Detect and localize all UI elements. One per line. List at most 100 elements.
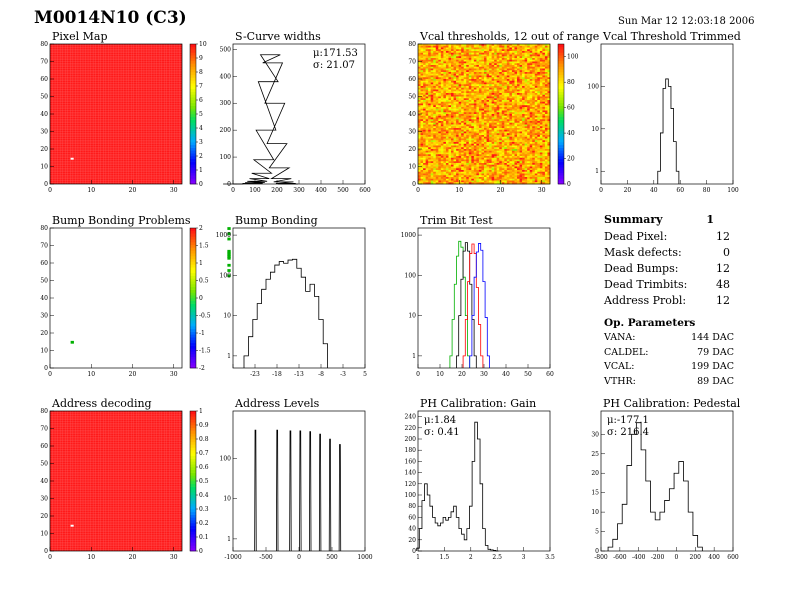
heatmap-cell — [486, 163, 490, 166]
heatmap-cell — [532, 117, 536, 120]
heatmap-cell — [501, 166, 505, 169]
heatmap-cell — [423, 166, 426, 169]
heatmap-cell — [420, 86, 424, 89]
heatmap-cell — [458, 177, 462, 180]
heatmap-cell — [514, 108, 518, 111]
heatmap-cell — [509, 152, 513, 155]
heatmap-cell — [542, 58, 546, 61]
heatmap-cell — [489, 96, 492, 99]
heatmap-cell — [420, 143, 424, 146]
heatmap-cell — [451, 133, 454, 136]
heatmap-cell — [425, 94, 429, 97]
heatmap-cell — [547, 114, 551, 117]
heatmap-cell — [463, 110, 467, 113]
heatmap-cell — [504, 154, 508, 157]
heatmap-cell — [509, 108, 513, 111]
heatmap-cell — [532, 119, 536, 122]
heatmap-cell — [509, 52, 513, 55]
heatmap-cell — [451, 138, 454, 141]
heatmap-cell — [489, 178, 492, 181]
heatmap-cell — [532, 140, 536, 143]
heatmap-cell — [511, 121, 515, 124]
heatmap-cell — [476, 182, 480, 185]
heatmap-cell — [504, 112, 508, 115]
heatmap-cell — [506, 131, 510, 134]
heatmap-cell — [453, 135, 457, 138]
heatmap-cell — [537, 133, 541, 136]
palette-band — [558, 69, 564, 73]
heatmap-cell — [466, 159, 470, 162]
heatmap-cell — [478, 171, 482, 174]
heatmap-cell — [478, 178, 482, 181]
heatmap-cell — [522, 72, 525, 75]
heatmap-cell — [517, 166, 520, 169]
heatmap-cell — [544, 91, 548, 94]
heatmap-cell — [433, 80, 437, 83]
heatmap-cell — [423, 182, 426, 185]
heatmap-cell — [448, 79, 452, 82]
heatmap-cell — [423, 168, 426, 171]
heatmap-cell — [453, 107, 457, 110]
heatmap-cell — [511, 96, 515, 99]
heatmap-cell — [547, 100, 551, 103]
heatmap-cell — [537, 177, 541, 180]
heatmap-cell — [514, 161, 518, 164]
heatmap-cell — [451, 56, 454, 59]
heatmap-cell — [433, 168, 437, 171]
heatmap-cell — [527, 51, 530, 54]
heatmap-cell — [506, 70, 510, 73]
heatmap-cell — [529, 131, 533, 134]
heatmap-cell — [438, 143, 442, 146]
heatmap-cell — [504, 182, 508, 185]
heatmap-cell — [463, 164, 467, 167]
heatmap-cell — [456, 114, 459, 117]
heatmap-cell — [491, 138, 495, 141]
heatmap-cell — [547, 115, 551, 118]
heatmap-cell — [420, 73, 424, 76]
heatmap-cell — [443, 77, 447, 80]
heatmap-cell — [511, 154, 515, 157]
heatmap-cell — [466, 135, 470, 138]
x-tick-label: 1 — [416, 554, 420, 561]
y-tick-label: 80 — [40, 408, 48, 415]
heatmap-cell — [463, 87, 467, 90]
heatmap-cell — [489, 136, 492, 139]
heatmap-cell — [509, 133, 513, 136]
palette-tick-label: 0.1 — [199, 534, 209, 541]
palette-band — [558, 44, 564, 48]
heatmap-cell — [468, 112, 472, 115]
heatmap-cell — [445, 154, 449, 157]
heatmap-cell — [499, 91, 503, 94]
heatmap-cell — [519, 149, 523, 152]
heatmap-cell — [529, 124, 533, 127]
heatmap-cell — [481, 145, 485, 148]
heatmap-cell — [486, 72, 490, 75]
heatmap-cell — [506, 93, 510, 96]
heatmap-cell — [532, 107, 536, 110]
heatmap-cell — [517, 171, 520, 174]
palette-band — [558, 158, 564, 162]
heatmap-cell — [428, 171, 431, 174]
heatmap-cell — [524, 182, 528, 185]
heatmap-cell — [466, 145, 470, 148]
heatmap-cell — [438, 166, 442, 169]
palette-band — [190, 58, 196, 62]
heatmap-cell — [425, 156, 429, 159]
heatmap-cell — [524, 101, 528, 104]
heatmap-cell — [514, 73, 518, 76]
heatmap-cell — [423, 119, 426, 122]
heatmap-cell — [519, 70, 523, 73]
heatmap-cell — [542, 87, 546, 90]
heatmap-cell — [519, 135, 523, 138]
heatmap-cell — [494, 59, 497, 62]
heatmap-cell — [496, 177, 500, 180]
heatmap-cell — [544, 168, 548, 171]
heatmap-cell — [486, 170, 490, 173]
heatmap-cell — [524, 129, 528, 132]
heatmap-cell — [428, 58, 431, 61]
heatmap-cell — [423, 45, 426, 48]
heatmap-cell — [519, 121, 523, 124]
heatmap-cell — [481, 51, 485, 54]
histogram-line — [243, 258, 328, 368]
heatmap-cell — [468, 133, 472, 136]
